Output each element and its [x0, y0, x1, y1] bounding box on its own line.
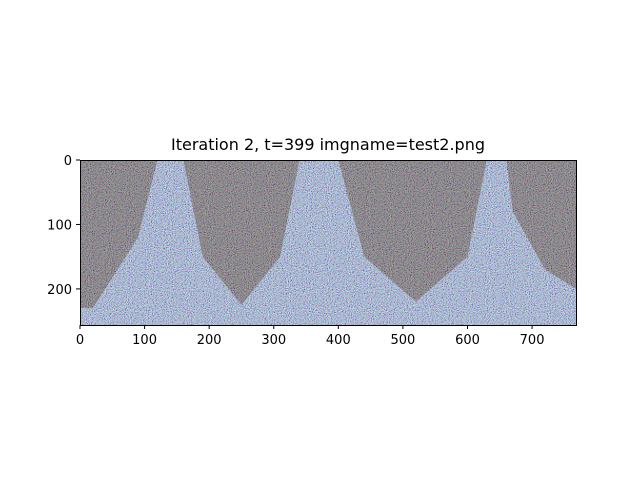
x-tick-label: 100 [132, 333, 157, 348]
axes-frame [80, 160, 577, 326]
x-tick-label: 0 [76, 333, 84, 348]
image-base [80, 160, 576, 325]
image-dark-region [506, 160, 576, 289]
chart-title: Iteration 2, t=399 imgname=test2.png [170, 135, 486, 154]
x-tick-label: 400 [326, 333, 351, 348]
x-tick-label: 200 [197, 333, 222, 348]
x-tick-label: 700 [520, 333, 545, 348]
image-dark-region [80, 160, 158, 309]
x-axis: 0 100 200 300 400 500 600 700 [76, 325, 545, 348]
y-tick-label: 100 [47, 218, 72, 233]
x-tick-label: 600 [455, 333, 480, 348]
y-tick-label: 0 [64, 154, 72, 169]
noise-image [80, 160, 576, 325]
y-tick-label: 200 [47, 283, 72, 298]
y-axis: 0 100 200 [47, 154, 80, 298]
x-tick-label: 500 [391, 333, 416, 348]
image-dark-region [338, 160, 487, 302]
image-dark-region [183, 160, 300, 305]
x-tick-label: 300 [261, 333, 286, 348]
